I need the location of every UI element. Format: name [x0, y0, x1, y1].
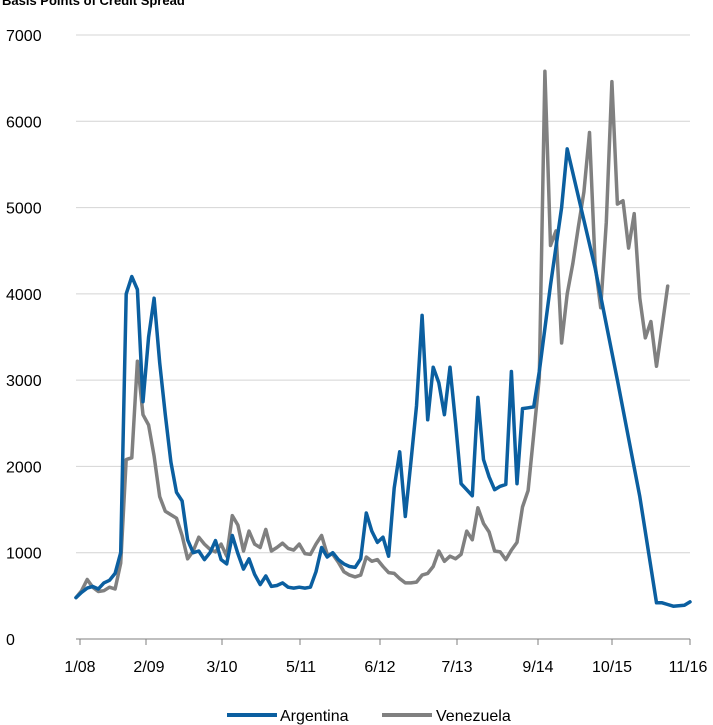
x-tick-label: 10/15 [592, 659, 632, 676]
x-tick-label: 9/14 [522, 659, 553, 676]
y-tick-label: 4000 [6, 287, 42, 304]
y-tick-label: 5000 [6, 201, 42, 218]
y-tick-label: 6000 [6, 114, 42, 131]
x-tick-label: 3/10 [206, 659, 237, 676]
y-tick-label: 1000 [6, 546, 42, 563]
x-tick-label: 5/11 [286, 659, 316, 676]
y-tick-label: 0 [6, 632, 15, 649]
chart-title: Basis Points of Credit Spread [2, 0, 185, 8]
x-tick-label: 6/12 [364, 659, 395, 676]
gridlines [76, 34, 690, 554]
x-tick-label: 1/08 [64, 659, 95, 676]
legend: Argentina Venezuela [227, 708, 511, 725]
y-axis: 0 1000 2000 3000 4000 5000 6000 7000 [6, 28, 42, 649]
y-tick-label: 7000 [6, 28, 42, 45]
x-tick-label: 2/09 [133, 659, 164, 676]
y-tick-label: 2000 [6, 459, 42, 476]
legend-label-venezuela: Venezuela [436, 708, 511, 725]
y-tick-label: 3000 [6, 373, 42, 390]
x-tick-label: 7/13 [441, 659, 472, 676]
series-lines [74, 69, 692, 608]
series-line-venezuela [74, 69, 670, 600]
series-line-argentina [74, 147, 692, 608]
legend-label-argentina: Argentina [280, 708, 349, 725]
x-tick-label: 11/16 [669, 659, 708, 676]
x-axis: 1/08 2/09 3/10 5/11 6/12 7/13 9/14 10/15 11/16 [64, 638, 708, 676]
